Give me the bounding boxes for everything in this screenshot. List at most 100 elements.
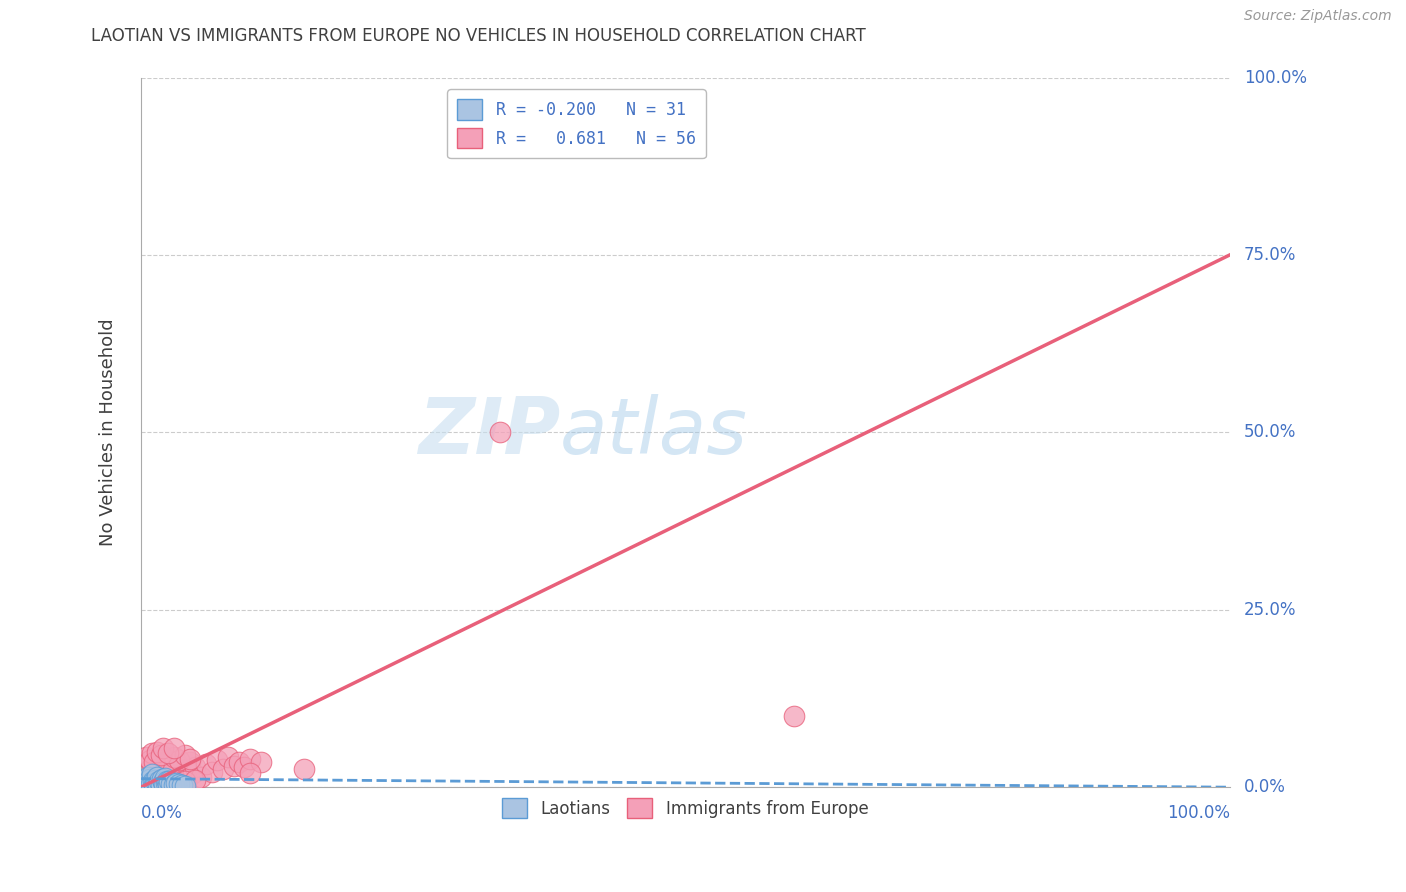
Point [172,767,194,781]
Point [165,774,187,789]
Text: 100.0%: 100.0% [1167,804,1230,822]
Point [167,753,190,767]
Point [138,753,160,767]
Point [146,745,169,759]
Point [146,756,169,770]
Point [152,741,174,756]
Point [233,760,256,774]
Point [138,776,160,790]
Text: 50.0%: 50.0% [1244,424,1296,442]
Point [152,767,174,781]
Point [156,773,179,788]
Point [205,753,228,767]
Point [190,770,212,784]
Point [141,746,163,760]
Point [179,756,201,770]
Point [157,746,180,760]
Point [141,767,163,781]
Point [135,778,157,792]
Point [162,750,184,764]
Text: 100.0%: 100.0% [1244,69,1306,87]
Point [149,748,172,763]
Point [135,750,157,764]
Point [162,741,184,756]
Point [160,757,183,772]
Point [181,766,204,780]
Legend: Laotians, Immigrants from Europe: Laotians, Immigrants from Europe [496,791,875,825]
Point [783,709,806,723]
Text: 75.0%: 75.0% [1244,246,1296,264]
Text: LAOTIAN VS IMMIGRANTS FROM EUROPE NO VEHICLES IN HOUSEHOLD CORRELATION CHART: LAOTIAN VS IMMIGRANTS FROM EUROPE NO VEH… [91,27,866,45]
Point [195,757,218,772]
Point [149,778,172,792]
Text: atlas: atlas [560,394,748,470]
Point [173,748,195,763]
Point [157,778,180,792]
Point [157,763,180,777]
Point [184,760,207,774]
Point [143,778,166,792]
Point [138,776,160,790]
Point [155,776,177,790]
Point [162,764,184,779]
Point [132,776,155,790]
Point [138,772,160,786]
Point [179,752,201,766]
Point [150,772,173,787]
Point [167,776,190,790]
Point [148,773,170,788]
Point [217,750,239,764]
Point [239,766,262,780]
Point [152,775,174,789]
Point [148,776,170,790]
Point [152,759,174,773]
Point [136,770,159,784]
Point [142,774,165,789]
Point [239,752,262,766]
Point [211,763,233,777]
Point [141,770,163,784]
Point [167,759,190,773]
Point [134,773,156,788]
Point [165,776,187,790]
Point [228,756,250,770]
Point [173,779,195,793]
Point [153,773,176,788]
Text: 25.0%: 25.0% [1244,600,1296,619]
Point [160,776,183,790]
Point [134,774,156,789]
Point [160,770,183,784]
Point [143,774,166,789]
Point [489,425,512,440]
Point [153,777,176,791]
Point [149,772,172,786]
Point [141,759,163,773]
Point [249,756,271,770]
Point [222,759,245,773]
Point [157,753,180,767]
Point [143,756,166,770]
Point [292,763,315,777]
Text: ZIP: ZIP [418,394,560,470]
Point [173,763,195,777]
Point [146,766,169,780]
Point [167,777,190,791]
Point [173,774,195,789]
Point [176,772,198,786]
Y-axis label: No Vehicles in Household: No Vehicles in Household [100,318,117,546]
Text: Source: ZipAtlas.com: Source: ZipAtlas.com [1244,9,1392,23]
Point [201,764,224,779]
Point [143,773,166,788]
Point [172,778,194,792]
Text: 0.0%: 0.0% [1244,778,1285,797]
Point [145,775,167,789]
Point [149,752,172,766]
Point [184,773,207,788]
Point [135,773,157,788]
Point [162,778,184,792]
Point [153,771,176,785]
Text: 0.0%: 0.0% [141,804,183,822]
Point [139,777,162,791]
Point [146,770,169,784]
Point [157,774,180,789]
